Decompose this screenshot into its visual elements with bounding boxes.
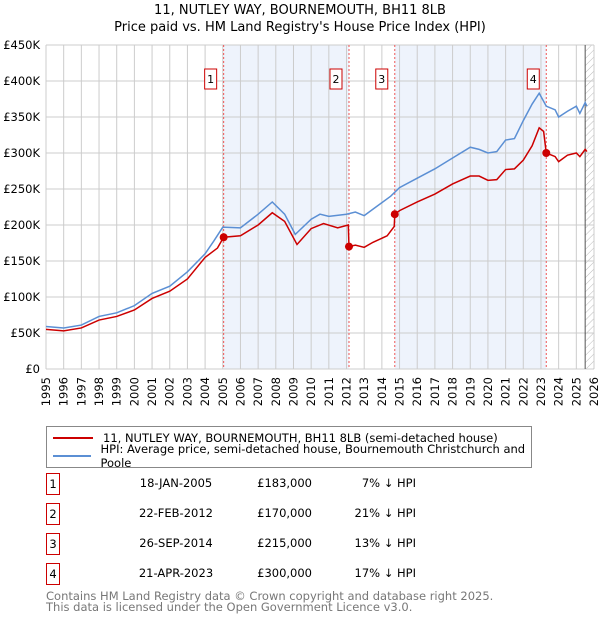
sale-price: £215,000 [257,536,312,550]
sale-number-badge: 4 [46,563,60,585]
y-tick-label: £100K [3,290,40,304]
x-tick-label: 2005 [216,377,230,406]
sale-number-badge: 1 [46,473,60,495]
x-tick-label: 2012 [340,377,354,406]
sale-date: 18-JAN-2005 [139,476,213,490]
x-tick-label: 2015 [393,377,407,406]
property-price-line [45,126,588,332]
forecast-hatch [585,45,594,369]
x-tick-label: 2024 [552,377,566,406]
legend-label: HPI: Average price, semi-detached house,… [100,442,526,470]
x-tick-label: 1996 [57,377,71,406]
sale-price: £300,000 [257,566,312,580]
sale-number-badge: 2 [46,503,60,525]
x-tick-label: 1998 [92,377,106,406]
y-tick-label: £250K [3,182,40,196]
sale-label: 4 [530,73,537,86]
sale-point [542,149,551,157]
x-tick-label: 2003 [180,377,194,406]
sale-date: 21-APR-2023 [138,566,214,580]
legend-item-property: 11, NUTLEY WAY, BOURNEMOUTH, BH11 8LB (s… [53,429,498,447]
shaded-period [223,45,349,369]
sale-point [390,210,399,219]
sale-label-box [329,68,343,90]
sale-hpi-diff: 17% ↓ HPI [354,566,416,580]
legend: 11, NUTLEY WAY, BOURNEMOUTH, BH11 8LB (s… [46,426,532,470]
sale-label: 2 [332,73,339,86]
sale-point [219,233,228,242]
sale-number-badge: 3 [46,533,60,555]
x-tick-label: 1995 [39,377,53,406]
footer-licence: This data is licensed under the Open Gov… [46,600,413,614]
x-tick-label: 1997 [74,377,88,406]
sale-label-box [526,68,540,90]
sale-price: £183,000 [257,476,312,490]
sale-hpi-diff: 21% ↓ HPI [354,506,416,520]
chart-subtitle: Price paid vs. HM Land Registry's House … [114,20,486,35]
sale-label: 3 [378,73,385,86]
sale-label-box [204,68,218,90]
plot-area: 1995 1996 1997 1998 1999 2000 2001 2002 2003 2004… [3,38,600,406]
hpi-line [45,91,588,329]
sale-label-box [375,68,389,90]
x-tick-label: 2019 [463,377,477,406]
sale-hpi-diff: 13% ↓ HPI [354,536,416,550]
x-tick-label: 2014 [375,377,389,406]
x-tick-label: 2001 [145,377,159,406]
y-tick-label: £300K [3,146,40,160]
x-tick-label: 2010 [304,377,318,406]
x-tick-label: 2020 [481,377,495,406]
x-tick-label: 2000 [127,377,141,406]
sale-price: £170,000 [257,506,312,520]
x-tick-label: 2002 [163,377,177,406]
x-tick-label: 2013 [357,377,371,406]
y-tick-label: £0 [25,362,40,376]
x-tick-label: 2006 [233,377,247,406]
sale-point [344,242,353,251]
x-tick-label: 2025 [569,377,583,406]
legend-item-hpi: HPI: Average price, semi-detached house,… [53,442,531,470]
x-tick-label: 2007 [251,377,265,406]
x-tick-label: 2021 [499,377,513,406]
legend-label: 11, NUTLEY WAY, BOURNEMOUTH, BH11 8LB (s… [103,431,498,445]
y-tick-label: £200K [3,218,40,232]
x-tick-label: 2026 [587,377,600,406]
sale-date: 22-FEB-2012 [139,506,213,520]
x-tick-label: 2016 [410,377,424,406]
legend-swatch-blue [53,455,91,457]
x-tick-label: 2009 [286,377,300,406]
sale-label: 1 [207,73,214,86]
sale-date: 26-SEP-2014 [139,536,213,550]
y-tick-label: £400K [3,74,40,88]
y-tick-label: £150K [3,254,40,268]
chart-title: 11, NUTLEY WAY, BOURNEMOUTH, BH11 8LB [154,3,446,18]
legend-swatch-red [53,437,93,439]
y-tick-label: £450K [3,38,40,52]
sale-hpi-diff: 7% ↓ HPI [361,476,416,490]
y-tick-label: £350K [3,110,40,124]
x-tick-label: 2017 [428,377,442,406]
y-tick-label: £50K [11,326,41,340]
x-tick-label: 2018 [446,377,460,406]
x-tick-label: 2023 [534,377,548,406]
x-tick-label: 2011 [322,377,336,406]
x-tick-label: 1999 [110,377,124,406]
x-tick-label: 2022 [516,377,530,406]
x-tick-label: 2004 [198,377,212,406]
x-tick-label: 2008 [269,377,283,406]
footer-copyright: Contains HM Land Registry data © Crown c… [46,589,494,603]
